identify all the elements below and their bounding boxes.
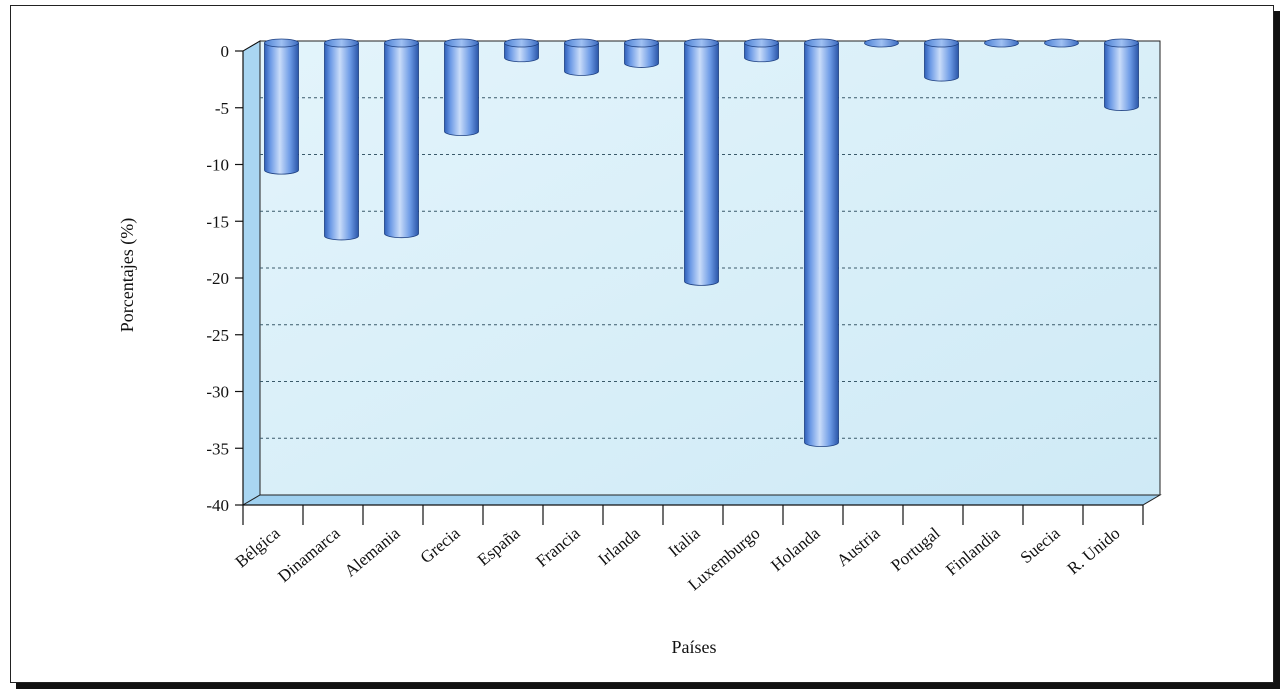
bar-body xyxy=(744,42,779,63)
y-tick-label: -20 xyxy=(206,269,229,288)
bar-cap xyxy=(264,38,299,48)
bar-cap xyxy=(984,38,1019,48)
bar xyxy=(744,38,779,63)
bar-cap xyxy=(324,38,359,48)
y-tick-label: -40 xyxy=(206,496,229,515)
bar-body xyxy=(804,42,839,447)
x-tick-label: Italia xyxy=(665,523,704,560)
bar-body xyxy=(324,42,359,241)
bar-cap xyxy=(504,38,539,48)
bar-cap xyxy=(1044,38,1079,48)
bar xyxy=(264,38,299,175)
bar xyxy=(384,38,419,239)
bar xyxy=(804,38,839,447)
bar-cap xyxy=(744,38,779,48)
bar-cap xyxy=(444,38,479,48)
y-axis-top-edge xyxy=(242,40,261,52)
bar xyxy=(684,38,719,286)
bar xyxy=(444,38,479,136)
y-tick-label: -10 xyxy=(206,156,229,175)
bar-cap xyxy=(684,38,719,48)
x-axis-title: Países xyxy=(672,637,717,657)
bar xyxy=(504,38,539,63)
side-wall xyxy=(242,40,261,506)
y-tick-label: -15 xyxy=(206,212,229,231)
bar-cap xyxy=(564,38,599,48)
bar-cap xyxy=(624,38,659,48)
bars xyxy=(264,38,1139,447)
bar-body xyxy=(624,42,659,68)
x-tick-label: Austria xyxy=(833,523,884,570)
x-tick-label: R. Unido xyxy=(1064,524,1124,579)
x-tick-label: Holanda xyxy=(767,523,824,575)
bar-cap xyxy=(384,38,419,48)
x-tick-label: Grecia xyxy=(417,523,464,567)
bar-cap xyxy=(924,38,959,48)
bar-body xyxy=(684,42,719,286)
y-tick-label: -25 xyxy=(206,326,229,345)
x-tick-label: Suecia xyxy=(1017,523,1064,567)
y-tick-label: -35 xyxy=(206,439,229,458)
bar-body xyxy=(384,42,419,239)
bar xyxy=(864,38,899,48)
bar xyxy=(324,38,359,241)
bar xyxy=(624,38,659,68)
y-axis-title: Porcentajes (%) xyxy=(117,218,138,332)
x-tick-label: Finlandia xyxy=(942,523,1004,579)
bar xyxy=(564,38,599,76)
bar-body xyxy=(264,42,299,175)
bar xyxy=(984,38,1019,48)
bar-cap xyxy=(864,38,899,48)
bar-cap xyxy=(804,38,839,48)
x-tick-label: España xyxy=(474,523,524,569)
y-tick-label: -30 xyxy=(206,383,229,402)
bar xyxy=(1044,38,1079,48)
x-tick-label: Irlanda xyxy=(594,523,643,569)
bar-body xyxy=(924,42,959,82)
bar-body xyxy=(504,42,539,63)
bar-cap xyxy=(1104,38,1139,48)
bar xyxy=(1104,38,1139,111)
bar-body xyxy=(444,42,479,136)
x-tick-label: Alemania xyxy=(341,523,404,580)
y-tick-label: 0 xyxy=(221,42,230,61)
x-tick-label: Portugal xyxy=(887,523,944,575)
y-tick-label: -5 xyxy=(215,99,229,118)
bar xyxy=(924,38,959,82)
bar-body xyxy=(564,42,599,76)
x-tick-label: Dinamarca xyxy=(274,523,344,586)
bar-body xyxy=(1104,42,1139,111)
x-tick-label: Francia xyxy=(532,523,584,571)
floor xyxy=(241,494,1162,506)
x-tick-label: Bélgica xyxy=(232,523,284,571)
